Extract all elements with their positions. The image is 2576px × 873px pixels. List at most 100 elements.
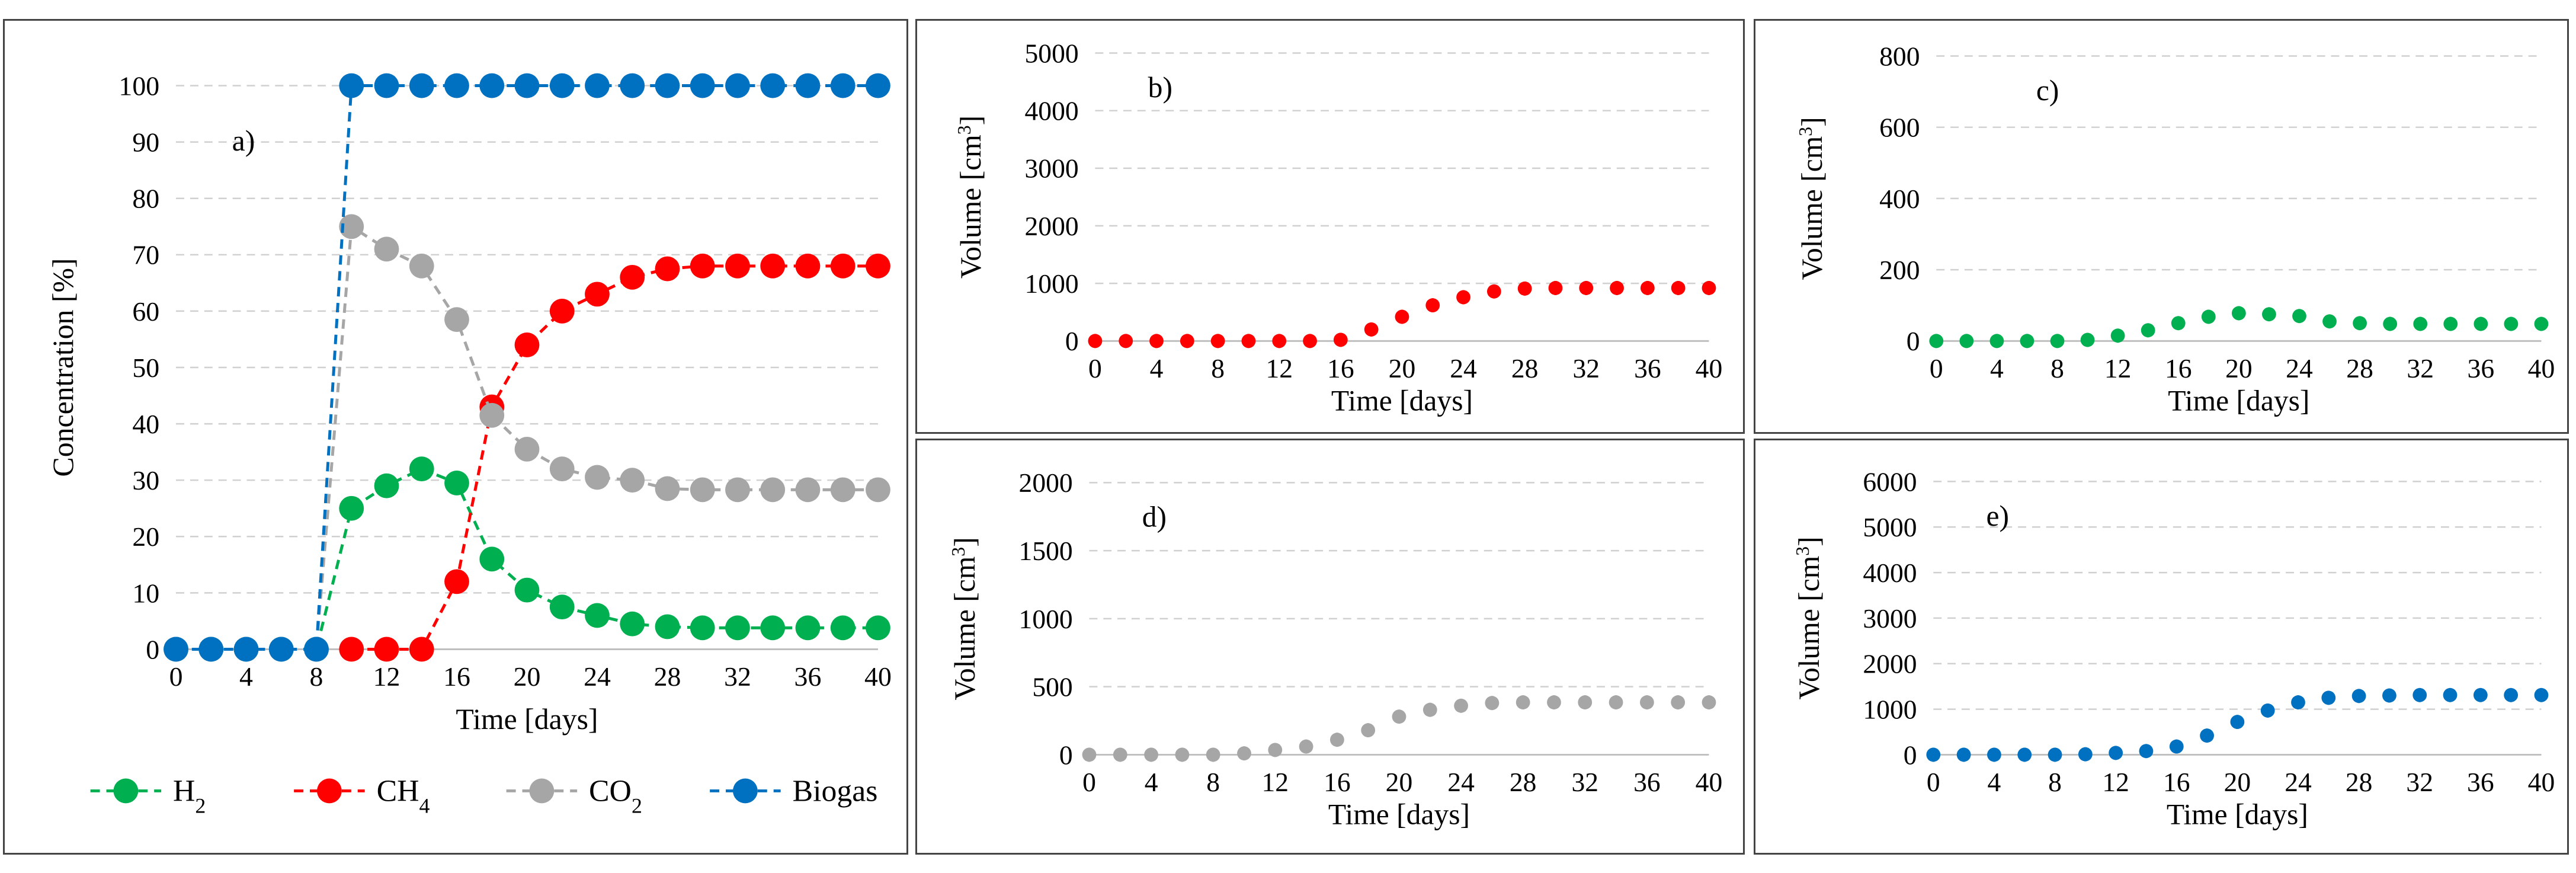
y-axis-title-superscript: 3 <box>954 125 975 135</box>
data-point <box>725 477 750 503</box>
y-tick-label: 70 <box>132 240 159 270</box>
y-tick-label: 60 <box>132 296 159 327</box>
data-point <box>2291 695 2305 709</box>
data-point <box>2231 306 2246 321</box>
data-point <box>1639 695 1654 709</box>
y-tick-label: 40 <box>132 409 159 439</box>
data-point <box>1113 747 1127 762</box>
data-point <box>2473 687 2488 702</box>
data-point <box>1180 334 1194 348</box>
panel-label: d) <box>1142 501 1167 533</box>
data-point <box>198 637 224 662</box>
data-point <box>2443 316 2458 331</box>
data-point <box>725 73 750 98</box>
data-point <box>2353 316 2367 331</box>
data-point <box>795 73 821 98</box>
biogas-volume-chart: 0 1000 2000 3000 4000 5000 6000 0 4 8 12 16 20 24 28 32… <box>1792 466 2555 830</box>
x-tick-label: 8 <box>1211 353 1225 383</box>
data-point <box>620 611 645 637</box>
data-point <box>585 73 610 98</box>
x-tick-label: 28 <box>654 661 681 692</box>
data-point <box>1303 334 1317 348</box>
data-point <box>409 637 434 662</box>
x-tick-label: 0 <box>1082 767 1096 797</box>
data-point <box>1671 695 1686 709</box>
panel-label: b) <box>1148 71 1172 104</box>
y-axis-title: Volume [cm3] <box>954 116 988 279</box>
methane-volume-chart: 0 1000 2000 3000 4000 5000 0 4 8 12 16 20 24 28 32 36 40… <box>954 38 1723 417</box>
data-point <box>1610 281 1624 295</box>
data-point <box>2110 328 2125 343</box>
data-point <box>585 282 610 307</box>
x-tick-label: 12 <box>2102 767 2129 797</box>
x-tick-label: 4 <box>1990 353 2004 383</box>
x-tick-label: 36 <box>794 661 822 692</box>
data-point <box>760 477 786 503</box>
data-point <box>268 637 294 662</box>
data-point <box>1361 723 1376 738</box>
y-tick-label: 4000 <box>1863 558 1917 588</box>
data-point <box>2080 332 2095 347</box>
x-tick-label: 4 <box>1145 767 1158 797</box>
data-point <box>1702 695 1716 709</box>
data-point <box>1517 282 1532 296</box>
x-tick-label: 36 <box>1634 353 1661 383</box>
data-point <box>2139 744 2154 759</box>
series-line-ch4 <box>351 264 878 651</box>
chart-panel-d: 0 500 1000 1500 2000 0 4 8 12 16 20 24 28 32 36 40 Time … <box>915 439 1745 855</box>
data-point <box>1088 334 1103 348</box>
x-tick-label: 32 <box>2407 353 2434 383</box>
data-point <box>1989 334 2004 348</box>
data-point <box>1671 281 1686 295</box>
x-tick-label: 20 <box>514 661 541 692</box>
y-tick-label: 2000 <box>1019 468 1073 498</box>
legend-marker-h2 <box>113 778 139 804</box>
data-point <box>1149 334 1164 348</box>
legend-marker-co2 <box>529 778 555 804</box>
y-tick-label: 3000 <box>1863 603 1917 634</box>
data-point <box>1578 695 1593 709</box>
data-point <box>444 307 469 332</box>
data-point <box>374 73 399 98</box>
x-tick-label: 28 <box>2346 767 2373 797</box>
x-tick-label: 8 <box>310 661 323 692</box>
x-tick-label: 0 <box>1927 767 1940 797</box>
data-point <box>514 577 540 603</box>
x-tick-label: 24 <box>1450 353 1477 383</box>
data-point <box>2141 323 2155 338</box>
data-point <box>830 73 856 98</box>
data-point <box>655 256 680 282</box>
data-point <box>2322 314 2337 329</box>
data-point <box>1241 334 1256 348</box>
x-tick-label: 8 <box>1206 767 1220 797</box>
x-tick-label: 16 <box>1327 353 1354 383</box>
data-point <box>585 465 610 490</box>
x-tick-label: 32 <box>2406 767 2433 797</box>
y-tick-label: 800 <box>1879 41 1920 71</box>
x-tick-label: 12 <box>373 661 401 692</box>
x-tick-label: 16 <box>2165 353 2192 383</box>
y-tick-label: 6000 <box>1863 466 1917 497</box>
x-tick-label: 20 <box>1386 767 1413 797</box>
y-tick-label: 500 <box>1032 672 1072 702</box>
y-tick-label: 90 <box>132 127 159 158</box>
data-point <box>339 637 364 662</box>
data-point <box>655 73 680 98</box>
y-tick-label: 0 <box>1059 740 1073 770</box>
data-point <box>2443 687 2458 702</box>
data-point <box>1454 698 1468 713</box>
data-point <box>620 73 645 98</box>
x-tick-label: 4 <box>1988 767 2001 797</box>
y-tick-label: 80 <box>132 184 159 214</box>
x-tick-label: 20 <box>2225 353 2253 383</box>
data-point <box>655 476 680 501</box>
data-point <box>2200 728 2214 743</box>
y-tick-label: 0 <box>146 634 159 664</box>
x-tick-label: 36 <box>2468 353 2495 383</box>
chart-panel-b: 0 1000 2000 3000 4000 5000 0 4 8 12 16 20 24 28 32 36 40… <box>915 19 1745 434</box>
y-tick-label: 5000 <box>1863 512 1917 542</box>
y-tick-label: 0 <box>1065 326 1079 356</box>
chart-panel-e: 0 1000 2000 3000 4000 5000 6000 0 4 8 12 16 20 24 28 32… <box>1754 439 2569 855</box>
y-tick-label: 100 <box>118 71 159 101</box>
data-point <box>620 468 645 493</box>
